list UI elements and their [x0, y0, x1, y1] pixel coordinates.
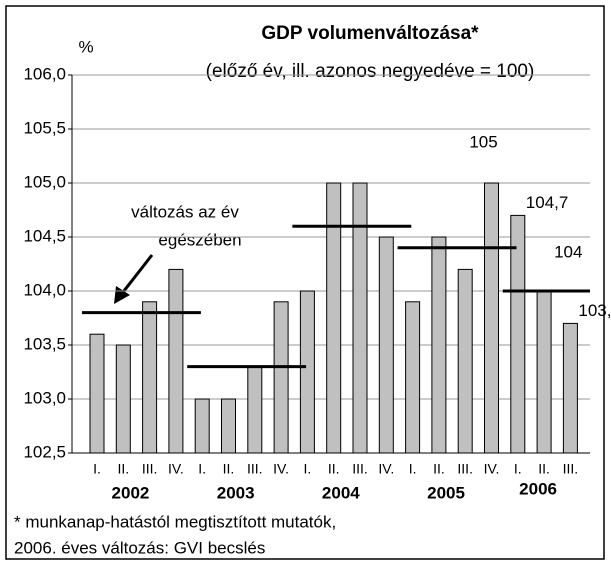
- chart-subtitle: (előző év, ill. azonos negyedéve = 100): [206, 61, 535, 82]
- bar: [484, 182, 499, 454]
- y-tick-label: 106,0: [23, 64, 66, 83]
- group-label: 2005: [427, 483, 465, 502]
- bar: [115, 344, 131, 454]
- x-tick-label: III.: [247, 461, 263, 477]
- group-label: 2003: [217, 483, 255, 502]
- bar: [431, 236, 447, 454]
- bar: [168, 268, 184, 454]
- x-tick-label: II.: [433, 461, 445, 477]
- y-tick-label: 105,0: [23, 172, 66, 191]
- bar: [326, 182, 342, 454]
- data-label: 105: [469, 132, 497, 151]
- x-tick-label: III.: [352, 461, 368, 477]
- group-label: 2004: [322, 483, 360, 502]
- bar: [352, 182, 368, 454]
- data-label: 103,7: [578, 301, 611, 320]
- x-tick-label: IV.: [273, 461, 289, 477]
- bar: [247, 366, 263, 454]
- bar: [221, 398, 236, 454]
- bar: [194, 398, 210, 454]
- x-tick-label: II.: [117, 461, 129, 477]
- bar: [536, 290, 552, 454]
- y-unit: %: [78, 37, 93, 56]
- x-tick-label: III.: [142, 461, 158, 477]
- bar: [378, 236, 394, 454]
- bar: [89, 333, 105, 454]
- x-tick-label: III.: [563, 461, 579, 477]
- x-tick-label: IV.: [168, 461, 184, 477]
- x-tick-label: I.: [304, 461, 312, 477]
- data-label: 104: [554, 242, 582, 261]
- x-tick-label: I.: [198, 461, 206, 477]
- bar: [457, 268, 473, 454]
- data-label: 104,7: [526, 193, 569, 212]
- group-label: 2006: [519, 479, 557, 498]
- x-tick-label: II.: [538, 461, 550, 477]
- x-tick-label: IV.: [378, 461, 394, 477]
- annotation: változás az év: [131, 202, 239, 221]
- y-tick-label: 105,5: [23, 118, 66, 137]
- y-tick-label: 104,5: [23, 226, 66, 245]
- x-tick-label: II.: [328, 461, 340, 477]
- x-tick-label: I.: [409, 461, 417, 477]
- frame: [5, 5, 605, 560]
- annotation-arrow: [118, 254, 154, 297]
- y-tick-label: 103,5: [23, 334, 66, 353]
- y-tick-label: 103,0: [23, 388, 66, 407]
- x-tick-label: I.: [93, 461, 101, 477]
- x-tick-label: I.: [514, 461, 522, 477]
- annotation: egészében: [158, 230, 241, 249]
- y-tick-label: 104,0: [23, 280, 66, 299]
- bar: [405, 301, 421, 454]
- y-tick-label: 102,5: [23, 442, 66, 461]
- bar: [142, 301, 158, 454]
- group-label: 2002: [112, 483, 150, 502]
- bar: [562, 322, 578, 454]
- footnote: * munkanap-hatástól megtisztított mutató…: [14, 512, 336, 531]
- x-tick-label: II.: [223, 461, 235, 477]
- x-tick-label: IV.: [484, 461, 500, 477]
- x-tick-label: III.: [457, 461, 473, 477]
- chart-title: GDP volumenváltozása*: [261, 23, 479, 44]
- bar: [299, 290, 315, 454]
- footnote: 2006. éves változás: GVI becslés: [14, 538, 265, 557]
- bar: [273, 301, 289, 454]
- bar: [510, 214, 526, 454]
